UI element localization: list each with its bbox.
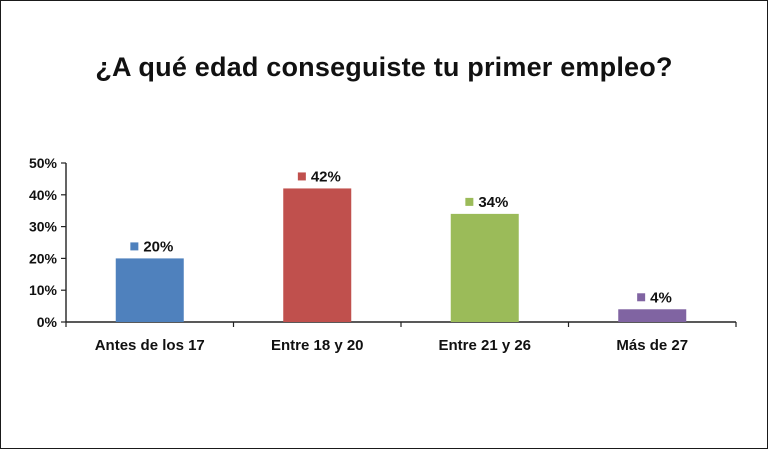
bars <box>115 188 687 322</box>
chart-title: ¿A qué edad conseguiste tu primer empleo… <box>95 52 673 82</box>
y-tick-label: 0% <box>37 314 58 330</box>
category-label: Entre 18 y 20 <box>271 337 364 354</box>
bar <box>115 258 184 322</box>
category-label: Más de 27 <box>616 337 688 354</box>
y-axis-ticks: 0% 10% 20% 30% 40% 50% <box>29 155 66 330</box>
data-labels: 20% 42% 34% 4% <box>130 168 672 306</box>
y-tick-label: 10% <box>29 282 58 298</box>
bar <box>283 188 352 322</box>
data-label-marker <box>637 293 646 302</box>
category-label: Antes de los 17 <box>95 337 205 354</box>
bar <box>618 309 687 322</box>
bar <box>450 213 519 322</box>
data-label: 34% <box>478 194 508 211</box>
y-tick-label: 50% <box>29 155 58 171</box>
y-tick-label: 30% <box>29 219 58 235</box>
data-label: 20% <box>143 238 173 255</box>
data-label-marker <box>465 197 474 206</box>
y-tick-label: 40% <box>29 187 58 203</box>
category-label: Entre 21 y 26 <box>438 337 531 354</box>
data-label-marker <box>297 172 306 181</box>
y-tick-label: 20% <box>29 250 58 266</box>
data-label-marker <box>130 242 139 251</box>
data-label: 42% <box>311 168 341 185</box>
category-labels: Antes de los 17 Entre 18 y 20 Entre 21 y 2… <box>95 337 688 354</box>
data-label: 4% <box>650 289 672 306</box>
